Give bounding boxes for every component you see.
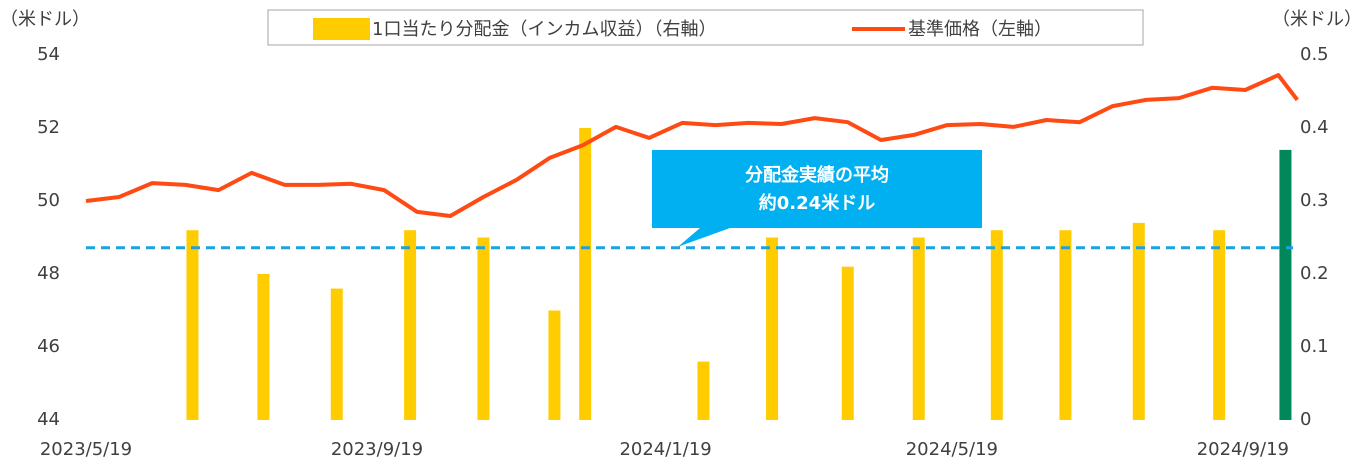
y2-tick-label: 0.4 — [1300, 117, 1329, 138]
y-unit-label: （米ドル） — [0, 9, 90, 30]
bar — [697, 361, 710, 420]
x-tick-label: 2024/9/19 — [1197, 439, 1289, 460]
x-tick-label: 2024/1/19 — [619, 439, 711, 460]
y-tick-label: 54 — [37, 44, 60, 65]
y-tick-label: 46 — [37, 336, 60, 357]
y-tick-label: 52 — [37, 117, 60, 138]
bar — [186, 230, 199, 420]
x-tick-label: 2024/5/19 — [906, 439, 998, 460]
bar — [404, 230, 417, 420]
y2-tick-label: 0.3 — [1300, 190, 1329, 211]
bar — [257, 274, 270, 420]
bar — [841, 266, 854, 420]
legend-label: 基準価格（左軸） — [908, 19, 1052, 40]
bar — [330, 288, 343, 420]
bar — [1279, 149, 1292, 420]
line — [85, 73, 1299, 218]
x-tick-label: 2023/9/19 — [331, 439, 423, 460]
legend-swatch — [313, 18, 370, 40]
bar — [548, 310, 561, 420]
bar — [1132, 222, 1145, 420]
x-tick-label: 2023/5/19 — [40, 439, 132, 460]
callout — [652, 150, 982, 247]
y2-tick-label: 0.2 — [1300, 263, 1329, 284]
y-tick-label: 44 — [37, 409, 60, 430]
bar — [766, 237, 779, 420]
bar — [1059, 230, 1072, 420]
callout-text: 約0.24米ドル — [759, 192, 875, 214]
y-tick-label: 48 — [37, 263, 60, 284]
callout-text: 分配金実績の平均 — [745, 164, 889, 186]
legend-box — [267, 9, 1144, 46]
y2-tick-label: 0.1 — [1300, 336, 1329, 357]
bar — [990, 230, 1003, 420]
bar — [477, 237, 490, 420]
y2-tick-label: 0.5 — [1300, 44, 1329, 65]
y2-unit-label: （米ドル） — [1272, 9, 1362, 30]
y-tick-label: 50 — [37, 190, 60, 211]
bar — [579, 128, 592, 420]
bar — [912, 237, 925, 420]
y2-tick-label: 0 — [1300, 409, 1311, 430]
legend-label: 1口当たり分配金（インカム収益）（右軸） — [372, 19, 716, 40]
bar — [1213, 230, 1226, 420]
